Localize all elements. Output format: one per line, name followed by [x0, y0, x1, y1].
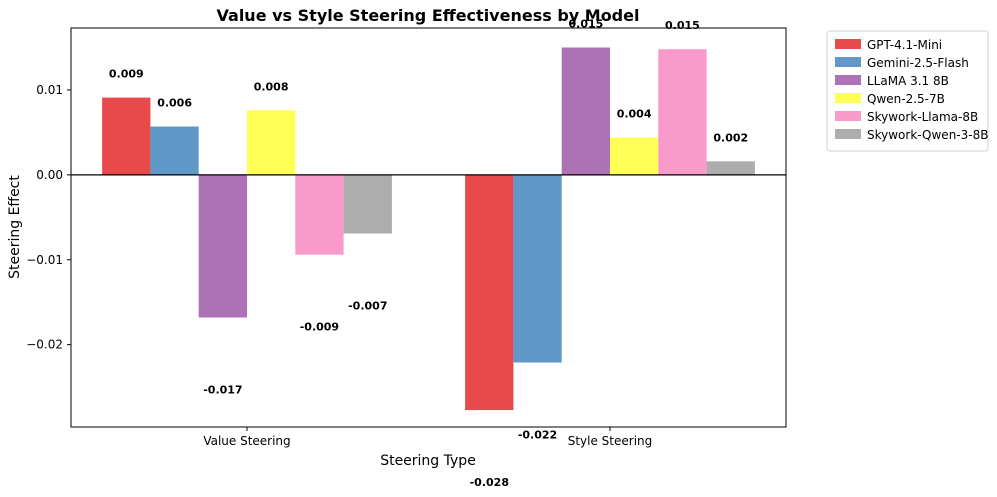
bar-skywork-qwen-3-8b-value-steering — [343, 174, 392, 234]
bar-qwen-2-5-7b-style-steering — [610, 137, 659, 175]
data-label: -0.009 — [300, 321, 339, 334]
legend: GPT-4.1-Mini Gemini-2.5-Flash LLaMA 3.1 8B… — [826, 30, 989, 152]
data-label: 0.015 — [569, 18, 604, 31]
legend-swatch — [835, 111, 861, 121]
bar-skywork-qwen-3-8b-style-steering — [706, 161, 755, 175]
x-axis-label: Steering Type — [380, 453, 476, 469]
legend-box — [826, 30, 989, 152]
plot-frame — [70, 27, 787, 428]
legend-entry: LLaMA 3.1 8B — [867, 74, 949, 88]
y-tick-label: 0.01 — [36, 83, 63, 97]
data-label: 0.008 — [254, 80, 289, 93]
legend-swatch — [835, 93, 861, 103]
legend-entry: GPT-4.1-Mini — [867, 38, 942, 52]
bar-skywork-llama-8b-value-steering — [295, 174, 344, 255]
legend-swatch — [835, 75, 861, 85]
data-label: -0.022 — [518, 429, 557, 442]
y-tick-label: −0.02 — [26, 338, 63, 352]
data-label: -0.028 — [470, 476, 509, 489]
legend-swatch — [835, 57, 861, 67]
data-label: 0.004 — [617, 108, 652, 121]
y-tick-label: 0.00 — [36, 168, 63, 182]
legend-swatch — [835, 39, 861, 49]
legend-entry: Qwen-2.5-7B — [867, 92, 945, 106]
bar-gemini-2-5-flash-style-steering — [513, 174, 562, 363]
data-label: 0.002 — [713, 131, 748, 144]
bar-gemini-2-5-flash-value-steering — [150, 126, 199, 175]
y-tick-label: −0.01 — [26, 253, 63, 267]
legend-entry: Skywork-Llama-8B — [867, 110, 978, 124]
legend-swatch — [835, 129, 861, 139]
bar-llama-3-1-8b-value-steering — [198, 174, 247, 318]
data-label: 0.009 — [109, 68, 144, 81]
legend-entry: Gemini-2.5-Flash — [867, 56, 969, 70]
data-label: 0.015 — [665, 19, 700, 32]
chart-title: Value vs Style Steering Effectiveness by… — [217, 6, 640, 25]
x-tick-label: Style Steering — [568, 434, 653, 448]
bar-llama-3-1-8b-style-steering — [561, 47, 610, 175]
data-label: 0.006 — [157, 97, 192, 110]
legend-entry: Skywork-Qwen-3-8B — [867, 128, 988, 142]
bar-qwen-2-5-7b-value-steering — [247, 110, 296, 175]
bar-gpt-4-1-mini-style-steering — [465, 174, 514, 411]
y-axis-label: Steering Effect — [7, 175, 23, 279]
bar-gpt-4-1-mini-value-steering — [102, 97, 151, 175]
x-tick-label: Value Steering — [203, 434, 290, 448]
data-label: -0.017 — [203, 384, 242, 397]
bar-skywork-llama-8b-style-steering — [658, 49, 707, 175]
plot-area: 0.009 -0.028 0.006 -0.022 -0.017 0.015 0.008 0.… — [26, 18, 787, 489]
data-label: -0.007 — [348, 299, 387, 312]
